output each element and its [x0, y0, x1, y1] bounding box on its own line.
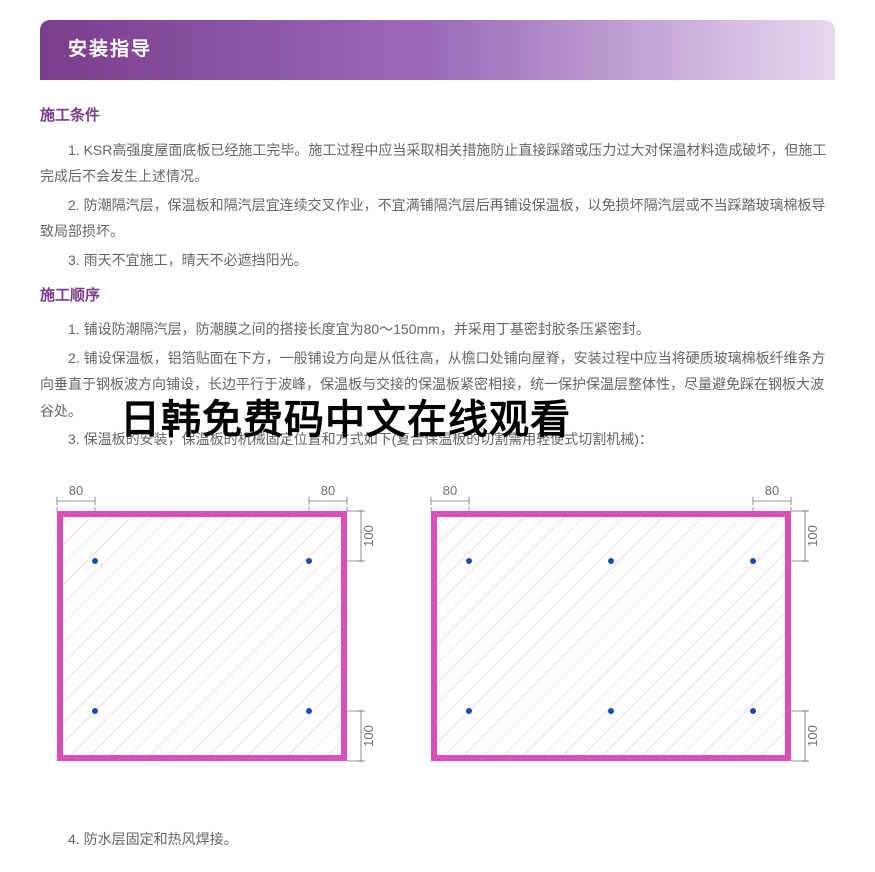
header-bar: 安装指导: [40, 20, 835, 80]
para-1-3: 3. 雨天不宜施工，晴天不必遮挡阳光。: [40, 247, 835, 274]
diagram-2-svg: 80 80 100 100: [423, 483, 827, 797]
svg-text:100: 100: [805, 725, 820, 747]
svg-text:80: 80: [320, 483, 334, 498]
svg-text:80: 80: [68, 483, 82, 498]
svg-text:80: 80: [442, 483, 456, 498]
watermark-overlay: 日韩免费码中文在线观看: [120, 382, 571, 458]
diagram-1-svg: 80 80 100 100: [49, 483, 383, 797]
svg-text:100: 100: [805, 525, 820, 547]
para-2-1: 1. 铺设防潮隔汽层，防潮膜之间的搭接长度宜为80～150mm，并采用丁基密封胶…: [40, 316, 835, 343]
diagram-row: 80 80 100 100 80 80 100 100: [40, 483, 835, 806]
para-4: 4. 防水层固定和热风焊接。: [40, 826, 835, 853]
para-1-2: 2. 防潮隔汽层，保温板和隔汽层宜连续交叉作业，不宜满铺隔汽层后再铺设保温板，以…: [40, 192, 835, 245]
svg-text:80: 80: [764, 483, 778, 498]
svg-text:100: 100: [361, 725, 376, 747]
content: 施工条件 1. KSR高强度屋面底板已经施工完毕。施工过程中应当采取相关措施防止…: [40, 102, 835, 852]
section-heading-sequence: 施工顺序: [40, 282, 835, 311]
section-heading-conditions: 施工条件: [40, 102, 835, 131]
svg-text:100: 100: [361, 525, 376, 547]
para-1-1: 1. KSR高强度屋面底板已经施工完毕。施工过程中应当采取相关措施防止直接踩踏或…: [40, 137, 835, 190]
page-title: 安装指导: [68, 32, 807, 68]
diagram-2: 80 80 100 100: [423, 483, 827, 806]
diagram-1: 80 80 100 100: [49, 483, 383, 806]
